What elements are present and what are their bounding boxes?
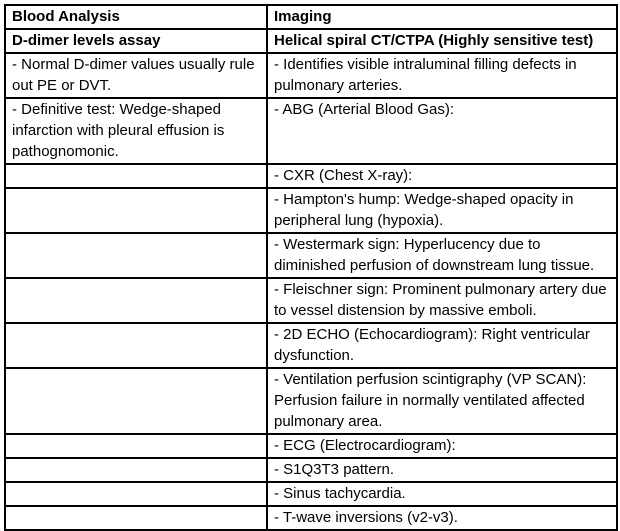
table-row: - Hampton's hump: Wedge-shaped opacity i… [4, 187, 618, 234]
subheader-helical-ct: Helical spiral CT/CTPA (Highly sensitive… [266, 28, 618, 54]
cell-empty [4, 163, 268, 189]
cell-2d-echo: - 2D ECHO (Echocardiogram): Right ventri… [266, 322, 618, 369]
table-row: - Definitive test: Wedge-shaped infarcti… [4, 97, 618, 165]
cell-hamptons-hump: - Hampton's hump: Wedge-shaped opacity i… [266, 187, 618, 234]
cell-s1q3t3: - S1Q3T3 pattern. [266, 457, 618, 483]
cell-cxr: - CXR (Chest X-ray): [266, 163, 618, 189]
cell-sinus-tachycardia: - Sinus tachycardia. [266, 481, 618, 507]
subheader-d-dimer-assay: D-dimer levels assay [4, 28, 268, 54]
cell-t-wave-inversions: - T-wave inversions (v2-v3). [266, 505, 618, 531]
cell-empty [4, 481, 268, 507]
cell-abg: - ABG (Arterial Blood Gas): [266, 97, 618, 165]
cell-empty [4, 433, 268, 459]
table-row: - Fleischner sign: Prominent pulmonary a… [4, 277, 618, 324]
table-row: - Normal D-dimer values usually rule out… [4, 52, 618, 99]
table-subheader-row: D-dimer levels assay Helical spiral CT/C… [4, 28, 618, 54]
table-header-row: Blood Analysis Imaging [4, 4, 618, 30]
column-header-imaging: Imaging [266, 4, 618, 30]
column-header-blood-analysis: Blood Analysis [4, 4, 268, 30]
cell-vp-scan: - Ventilation perfusion scintigraphy (VP… [266, 367, 618, 435]
cell-empty [4, 505, 268, 531]
table-row: - Ventilation perfusion scintigraphy (VP… [4, 367, 618, 435]
cell-westermark-sign: - Westermark sign: Hyperlucency due to d… [266, 232, 618, 279]
cell-empty [4, 187, 268, 234]
cell-normal-d-dimer: - Normal D-dimer values usually rule out… [4, 52, 268, 99]
table-row: - 2D ECHO (Echocardiogram): Right ventri… [4, 322, 618, 369]
cell-definitive-test: - Definitive test: Wedge-shaped infarcti… [4, 97, 268, 165]
table-row: - CXR (Chest X-ray): [4, 163, 618, 189]
table-row: - S1Q3T3 pattern. [4, 457, 618, 483]
table-row: - ECG (Electrocardiogram): [4, 433, 618, 459]
cell-empty [4, 232, 268, 279]
cell-ecg: - ECG (Electrocardiogram): [266, 433, 618, 459]
pe-workup-table: Blood Analysis Imaging D-dimer levels as… [4, 4, 618, 531]
cell-empty [4, 277, 268, 324]
table-row: - Westermark sign: Hyperlucency due to d… [4, 232, 618, 279]
cell-empty [4, 367, 268, 435]
cell-intraluminal-defects: - Identifies visible intraluminal fillin… [266, 52, 618, 99]
cell-fleischner-sign: - Fleischner sign: Prominent pulmonary a… [266, 277, 618, 324]
table-row: - T-wave inversions (v2-v3). [4, 505, 618, 531]
cell-empty [4, 322, 268, 369]
table-row: - Sinus tachycardia. [4, 481, 618, 507]
cell-empty [4, 457, 268, 483]
